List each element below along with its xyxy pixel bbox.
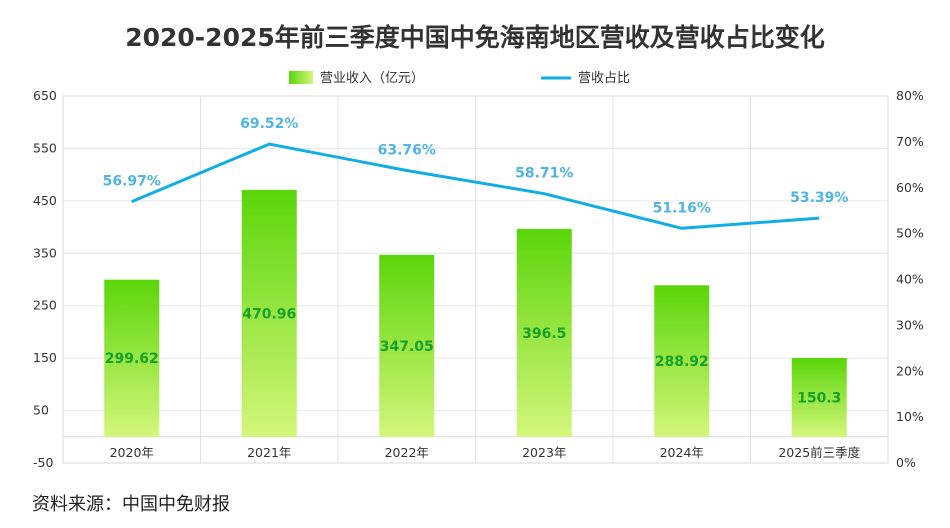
y-right-tick-label: 50% <box>896 226 924 241</box>
y-left-tick-label: 250 <box>33 298 57 313</box>
legend: 营业收入（亿元） 营收占比 <box>289 71 630 86</box>
x-tick-label: 2025前三季度 <box>778 445 860 460</box>
bar <box>241 189 297 437</box>
x-tick-label: 2022年 <box>385 445 429 460</box>
bar <box>791 357 847 437</box>
y-left-tick-label: -50 <box>33 455 53 470</box>
y-left-tick-label: 350 <box>33 245 57 260</box>
chart-title: 2020-2025年前三季度中国中免海南地区营收及营收占比变化 <box>125 23 825 52</box>
y-right-tick-label: 80% <box>896 88 924 103</box>
y-right-axis: 0% 10% 20% 30% 40% 50% 60% 70% 80% <box>896 88 924 470</box>
bar-value-label: 299.62 <box>105 351 159 367</box>
line-value-label: 53.39% <box>790 190 848 206</box>
line-value-label: 69.52% <box>240 116 298 132</box>
y-left-tick-label: 550 <box>33 140 57 155</box>
bar <box>654 285 710 437</box>
bar-value-label: 150.3 <box>797 390 841 406</box>
bar-value-label: 288.92 <box>655 354 709 370</box>
y-right-tick-label: 10% <box>896 409 924 424</box>
y-left-tick-label: 450 <box>33 193 57 208</box>
y-left-tick-label: 50 <box>33 403 49 418</box>
bar-value-label: 470.96 <box>242 306 296 322</box>
line-path <box>131 142 820 230</box>
x-tick-label: 2021年 <box>247 445 291 460</box>
bar-value-label: 396.5 <box>522 326 566 342</box>
x-tick-label: 2020年 <box>110 445 154 460</box>
bar-value-label: 347.05 <box>380 339 434 355</box>
y-right-tick-label: 0% <box>896 455 916 470</box>
bar <box>516 228 572 437</box>
x-tick-label: 2024年 <box>660 445 704 460</box>
y-right-tick-label: 70% <box>896 134 924 149</box>
line-value-label: 56.97% <box>103 174 161 190</box>
bars <box>104 189 847 437</box>
line-value-label: 51.16% <box>653 200 711 216</box>
line-value-label: 63.76% <box>378 143 436 159</box>
y-right-tick-label: 60% <box>896 180 924 195</box>
legend-bar-label: 营业收入（亿元） <box>320 71 424 86</box>
y-right-tick-label: 20% <box>896 363 924 378</box>
source-note: 资料来源：中国中免财报 <box>32 494 230 515</box>
bar-labels: 299.62 470.96 347.05 396.5 288.92 150.3 <box>105 306 842 406</box>
y-right-tick-label: 30% <box>896 317 924 332</box>
y-right-tick-label: 40% <box>896 272 924 287</box>
y-left-tick-label: 650 <box>33 88 57 103</box>
x-tick-label: 2023年 <box>522 445 566 460</box>
line-labels: 56.97% 69.52% 63.76% 58.71% 51.16% 53.39% <box>103 116 849 216</box>
grid <box>62 95 889 464</box>
legend-line-label: 营收占比 <box>578 71 630 86</box>
bar <box>379 254 435 437</box>
line-series <box>131 142 820 230</box>
line-value-label: 58.71% <box>515 166 573 182</box>
x-axis: 2020年 2021年 2022年 2023年 2024年 2025前三季度 <box>110 445 861 460</box>
y-left-axis: -50 50 150 250 350 450 550 650 <box>33 88 57 470</box>
bar <box>104 279 160 437</box>
y-left-tick-label: 150 <box>33 350 57 365</box>
legend-bar-swatch <box>289 71 313 84</box>
